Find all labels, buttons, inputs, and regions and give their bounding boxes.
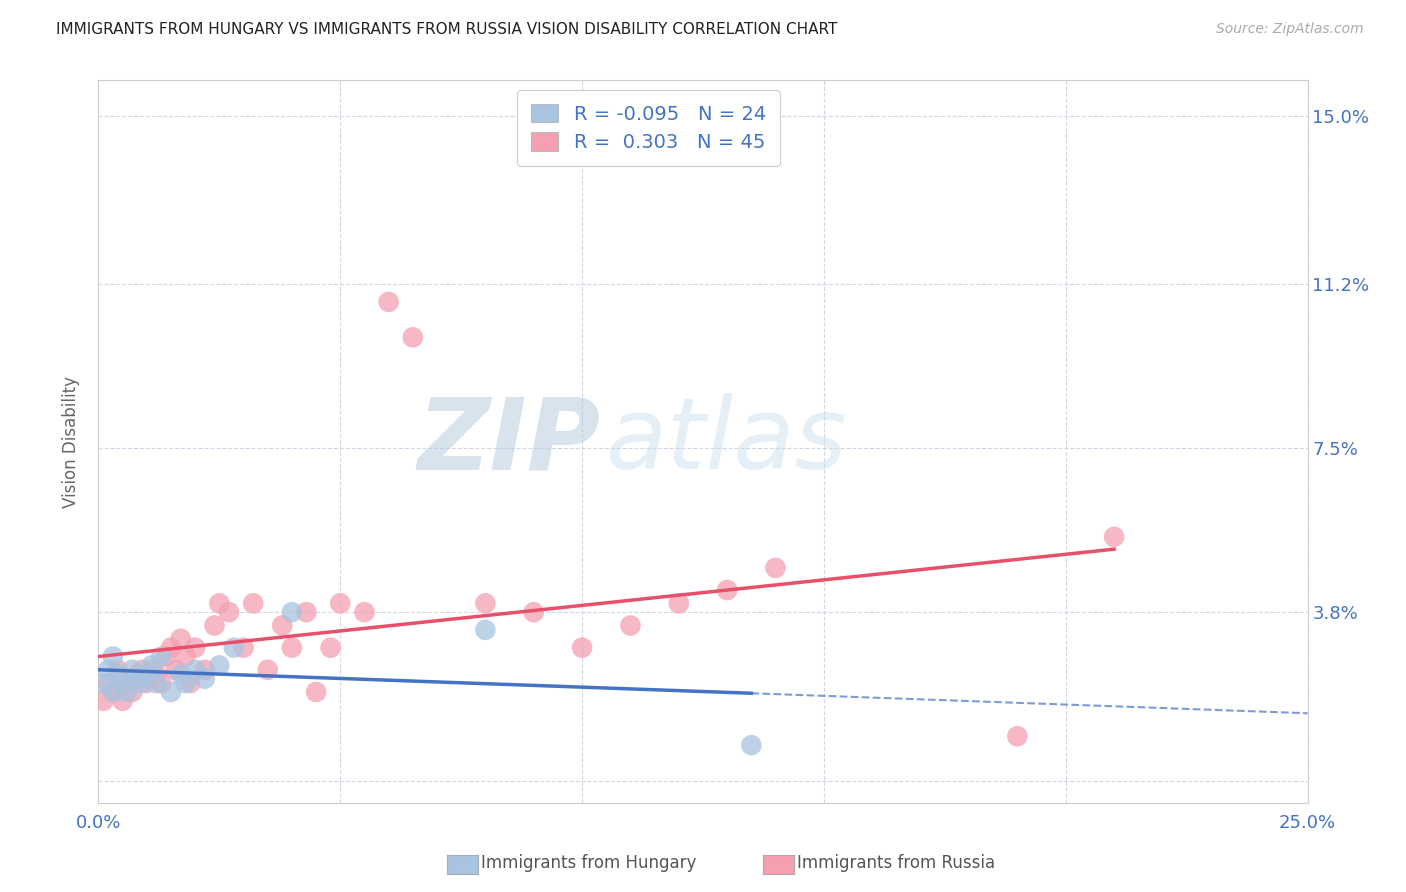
Point (91, 676, 114, 690)
Point (155, 649, 177, 664)
Point (169, 667, 191, 681)
Point (150, 649, 173, 664)
Point (101, 649, 124, 664)
Point (141, 663, 163, 677)
Point (281, 605, 304, 619)
Text: Immigrants from Hungary: Immigrants from Hungary (481, 855, 696, 872)
Point (121, 663, 143, 677)
Point (131, 663, 153, 677)
Point (117, 685, 139, 699)
Point (131, 676, 153, 690)
Legend: R = -0.095   N = 24, R =  0.303   N = 45: R = -0.095 N = 24, R = 0.303 N = 45 (517, 90, 780, 166)
Point (523, 605, 546, 619)
Point (571, 640, 593, 655)
Point (295, 605, 318, 619)
Point (474, 623, 496, 637)
Point (222, 640, 245, 655)
Point (353, 605, 375, 619)
Point (271, 618, 294, 632)
Point (184, 640, 207, 655)
Point (107, 667, 129, 681)
Point (127, 667, 149, 681)
Point (165, 663, 187, 677)
Point (145, 676, 167, 690)
Point (740, 738, 762, 752)
Point (619, 618, 641, 632)
Point (135, 667, 157, 681)
Point (101, 685, 124, 699)
Point (1007, 729, 1029, 743)
Point (91, 694, 114, 708)
Point (101, 685, 124, 699)
Point (107, 663, 129, 677)
Point (232, 640, 254, 655)
Point (194, 663, 217, 677)
Point (174, 649, 197, 664)
Point (474, 596, 496, 610)
Text: ZIP: ZIP (418, 393, 600, 490)
Text: atlas: atlas (606, 393, 848, 490)
Point (242, 596, 264, 610)
Point (135, 676, 157, 690)
Point (97, 676, 120, 690)
Point (668, 596, 690, 610)
Text: Immigrants from Russia: Immigrants from Russia (797, 855, 995, 872)
Point (256, 663, 278, 677)
Text: IMMIGRANTS FROM HUNGARY VS IMMIGRANTS FROM RUSSIA VISION DISABILITY CORRELATION : IMMIGRANTS FROM HUNGARY VS IMMIGRANTS FR… (56, 22, 838, 37)
Point (145, 667, 167, 681)
Point (111, 676, 134, 690)
Point (184, 663, 207, 677)
Point (117, 676, 139, 690)
Point (141, 658, 163, 673)
Point (305, 685, 328, 699)
Point (174, 676, 197, 690)
Point (716, 582, 738, 597)
Point (160, 640, 183, 655)
Point (121, 685, 143, 699)
Point (208, 596, 231, 610)
Point (1102, 530, 1125, 544)
Point (218, 605, 240, 619)
Point (208, 658, 231, 673)
Point (111, 694, 134, 708)
Point (281, 640, 304, 655)
Point (194, 672, 217, 686)
Point (377, 294, 399, 309)
Point (160, 685, 183, 699)
Point (402, 330, 425, 344)
Text: Source: ZipAtlas.com: Source: ZipAtlas.com (1216, 22, 1364, 37)
Point (97, 663, 120, 677)
Point (169, 632, 191, 646)
Point (319, 640, 342, 655)
Point (329, 596, 352, 610)
Point (179, 676, 201, 690)
Y-axis label: Vision Disability: Vision Disability (62, 376, 80, 508)
Point (204, 618, 226, 632)
Point (150, 676, 173, 690)
Point (765, 561, 787, 575)
Point (127, 672, 149, 686)
